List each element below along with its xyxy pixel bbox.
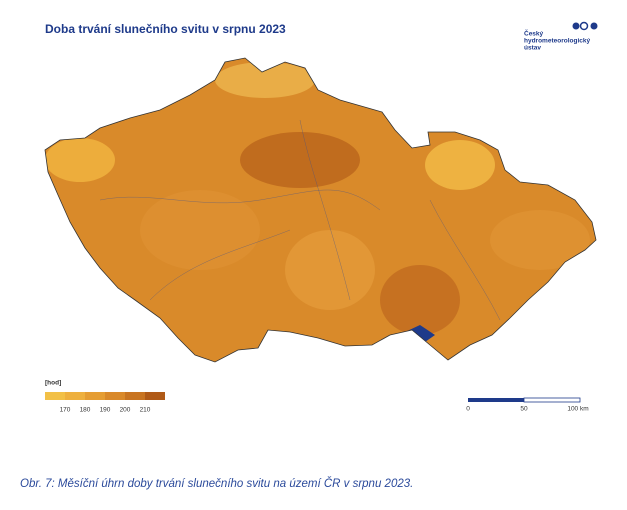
logo-text: Český bbox=[524, 29, 544, 38]
scale-segment bbox=[468, 398, 524, 402]
legend-swatch bbox=[45, 392, 65, 400]
map-area bbox=[45, 138, 115, 182]
logo-dot bbox=[590, 22, 598, 30]
legend-tick: 210 bbox=[140, 407, 151, 414]
legend-tick: 170 bbox=[60, 407, 71, 414]
logo-dot bbox=[579, 21, 589, 31]
map-area bbox=[140, 190, 260, 270]
map-fill bbox=[45, 58, 596, 362]
caption: Obr. 7: Měsíční úhrn doby trvání slunečn… bbox=[20, 477, 413, 490]
lake bbox=[405, 325, 435, 342]
legend-swatch bbox=[145, 392, 165, 400]
legend-unit: [hod] bbox=[45, 380, 61, 387]
legend-swatch bbox=[65, 392, 85, 400]
scale-segment bbox=[523, 397, 581, 403]
scale-bar: 0 50 100 km bbox=[466, 397, 589, 413]
scale-label: 100 km bbox=[567, 406, 588, 413]
logo: Český hydrometeorologický ústav bbox=[524, 21, 598, 52]
map-area bbox=[215, 62, 315, 98]
legend: 170 180 190 200 210 bbox=[45, 392, 165, 414]
country-map bbox=[45, 58, 596, 362]
map-title: Doba trvání slunečního svitu v srpnu 202… bbox=[45, 22, 286, 36]
logo-dot bbox=[572, 22, 580, 30]
logo-text: hydrometeorologický bbox=[524, 38, 590, 45]
river bbox=[99, 119, 501, 321]
legend-tick: 190 bbox=[100, 407, 111, 414]
legend-swatch bbox=[125, 392, 145, 400]
map-area bbox=[285, 230, 375, 310]
legend-swatch bbox=[85, 392, 105, 400]
map-area bbox=[425, 140, 495, 190]
logo-text: ústav bbox=[524, 45, 541, 52]
legend-swatch bbox=[105, 392, 125, 400]
map-area bbox=[240, 132, 360, 188]
scale-label: 0 bbox=[466, 406, 470, 413]
map-area bbox=[490, 210, 590, 270]
legend-tick: 180 bbox=[80, 407, 91, 414]
map-area bbox=[380, 265, 460, 335]
scale-label: 50 bbox=[520, 406, 528, 413]
legend-tick: 200 bbox=[120, 407, 131, 414]
